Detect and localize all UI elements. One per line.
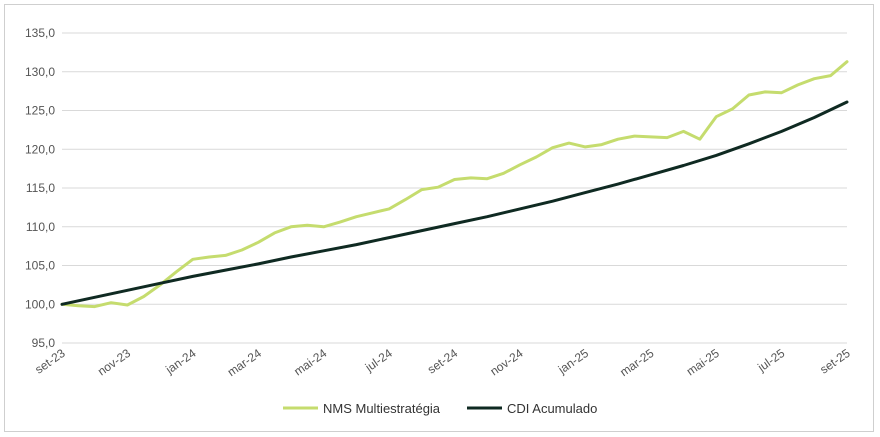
y-tick-label: 125,0 [25,104,55,118]
legend: NMS Multiestratégia CDI Acumulado [283,401,597,416]
chart-frame: 95,0 100,0 105,0 110,0 115,0 120,0 125,0 130,0 1… [4,4,874,432]
x-tick-label: jan-25 [555,346,591,377]
y-tick-label: 95,0 [32,336,56,350]
x-axis: set-23 nov-23 jan-24 mar-24 mai-24 jul-24 set-… [32,346,853,379]
y-axis: 95,0 100,0 105,0 110,0 115,0 120,0 125,0 130,0 1… [25,26,55,350]
y-tick-label: 135,0 [25,26,55,40]
x-tick-label: set-25 [817,346,853,377]
gridlines [62,32,847,344]
x-tick-label: jan-24 [162,346,198,377]
x-tick-label: mar-25 [617,346,656,379]
y-tick-label: 120,0 [25,142,55,156]
line-chart: 95,0 100,0 105,0 110,0 115,0 120,0 125,0 130,0 1… [25,26,853,416]
x-tick-label: jul-24 [362,346,395,375]
x-tick-label: mar-24 [225,346,264,379]
x-tick-label: jul-25 [754,346,787,375]
x-tick-label: set-24 [425,346,461,377]
y-tick-label: 100,0 [25,297,55,311]
x-tick-label: set-23 [32,346,68,377]
x-tick-label: nov-24 [488,346,526,379]
x-tick-label: mai-24 [291,346,329,379]
y-tick-label: 105,0 [25,259,55,273]
x-tick-label: mai-25 [684,346,722,379]
legend-label-cdi: CDI Acumulado [507,401,597,416]
series-lines [60,60,849,309]
y-tick-label: 130,0 [25,65,55,79]
x-tick-label: nov-23 [95,346,133,379]
legend-label-nms: NMS Multiestratégia [323,401,441,416]
y-tick-label: 110,0 [26,220,55,234]
series-line-nms [60,60,849,309]
series-line-cdi [60,100,849,306]
y-tick-label: 115,0 [26,181,55,195]
